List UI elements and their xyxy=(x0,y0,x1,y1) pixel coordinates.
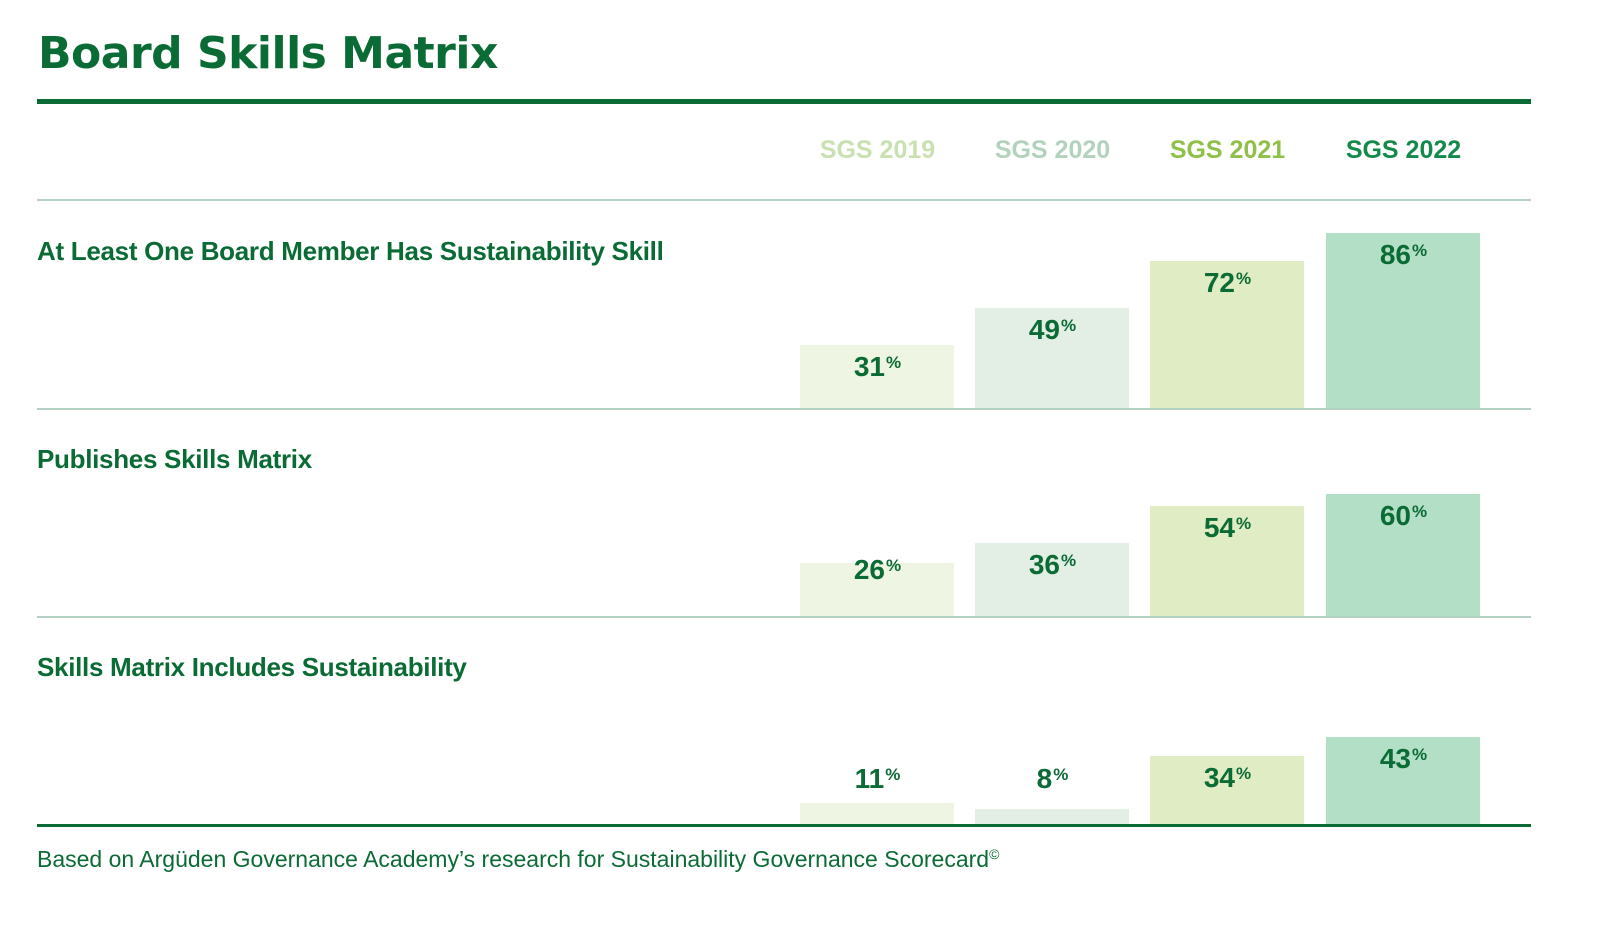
data-label-value: 34 xyxy=(1203,762,1236,793)
row-label: At Least One Board Member Has Sustainabi… xyxy=(37,236,664,266)
percent-sign: % xyxy=(1236,764,1252,783)
bar xyxy=(800,345,954,408)
data-label: 49% xyxy=(975,314,1130,346)
data-label: 72% xyxy=(1150,267,1305,299)
bar xyxy=(800,803,954,825)
bar xyxy=(1150,261,1304,408)
percent-sign: % xyxy=(885,765,901,784)
header-rule xyxy=(37,199,1531,201)
column-header: SGS 2022 xyxy=(1345,136,1462,164)
data-label: 31% xyxy=(800,351,955,383)
row-divider xyxy=(37,616,1531,618)
row-divider xyxy=(37,408,1531,410)
percent-sign: % xyxy=(1412,241,1428,260)
bar xyxy=(800,563,954,616)
bar xyxy=(1326,737,1480,825)
percent-sign: % xyxy=(1061,551,1077,570)
bar xyxy=(1326,494,1480,616)
data-label: 26% xyxy=(800,554,955,586)
bar xyxy=(975,809,1129,825)
bar xyxy=(1150,756,1304,825)
column-header: SGS 2020 xyxy=(994,136,1111,164)
percent-sign: % xyxy=(1236,269,1252,288)
bar xyxy=(1326,233,1480,408)
data-label-value: 86 xyxy=(1379,239,1412,270)
data-label-value: 49 xyxy=(1028,314,1061,345)
row-label: Skills Matrix Includes Sustainability xyxy=(37,652,467,682)
data-label-value: 31 xyxy=(853,351,886,382)
bottom-rule xyxy=(37,824,1531,827)
percent-sign: % xyxy=(1412,745,1428,764)
column-header: SGS 2019 xyxy=(819,136,936,164)
data-label-value: 26 xyxy=(853,554,886,585)
bar xyxy=(975,543,1129,616)
data-label: 36% xyxy=(975,549,1130,581)
data-label-value: 54 xyxy=(1203,512,1236,543)
data-label-value: 43 xyxy=(1379,743,1412,774)
percent-sign: % xyxy=(886,556,902,575)
footnote: Based on Argüden Governance Academy’s re… xyxy=(37,846,999,873)
bar xyxy=(975,308,1129,408)
data-label: 86% xyxy=(1326,239,1481,271)
data-label: 34% xyxy=(1150,762,1305,794)
copyright-symbol: © xyxy=(989,846,1000,862)
percent-sign: % xyxy=(886,353,902,372)
bar xyxy=(1150,506,1304,616)
data-label-value: 36 xyxy=(1028,549,1061,580)
percent-sign: % xyxy=(1053,765,1069,784)
data-label: 8% xyxy=(975,763,1130,795)
data-label: 60% xyxy=(1326,500,1481,532)
data-label: 54% xyxy=(1150,512,1305,544)
percent-sign: % xyxy=(1061,316,1077,335)
chart-title: Board Skills Matrix xyxy=(38,28,498,79)
percent-sign: % xyxy=(1412,502,1428,521)
percent-sign: % xyxy=(1236,514,1252,533)
data-label-value: 8 xyxy=(1036,763,1053,794)
data-label: 43% xyxy=(1326,743,1481,775)
data-label-value: 11 xyxy=(854,763,885,794)
column-header: SGS 2021 xyxy=(1169,136,1286,164)
footnote-text: Based on Argüden Governance Academy’s re… xyxy=(37,846,990,872)
title-rule xyxy=(37,99,1531,104)
row-label: Publishes Skills Matrix xyxy=(37,444,312,474)
data-label: 11% xyxy=(800,763,955,795)
data-label-value: 72 xyxy=(1203,267,1236,298)
data-label-value: 60 xyxy=(1379,500,1412,531)
